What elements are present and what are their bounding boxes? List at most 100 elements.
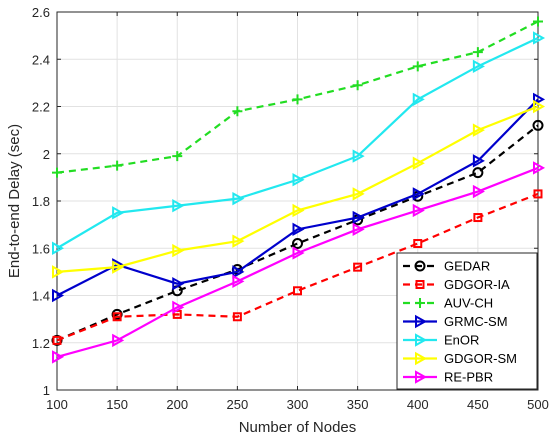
data-point-gdgor-ia <box>232 312 242 322</box>
y-tick-label: 1.8 <box>32 194 50 209</box>
axis-ticks: 100 150 200 250 300 350 400 450 500 1 1.2 1.4 1.6 1.8… <box>32 5 549 412</box>
series-auv-ch <box>52 16 543 178</box>
data-point-gdgor-ia <box>413 239 423 249</box>
legend-label-re-pbr: RE-PBR <box>444 370 493 385</box>
data-point-grmc-sm <box>352 210 365 225</box>
series-gdgor-ia <box>52 189 543 345</box>
data-point-enor <box>533 31 546 45</box>
legend-item-re-pbr: RE-PBR <box>403 370 493 385</box>
x-tick-label: 500 <box>527 397 549 412</box>
data-point-auv-ch <box>533 16 543 27</box>
legend-marker-auv-ch <box>415 298 425 308</box>
series-group <box>51 16 546 364</box>
legend-label-grmc-sm: GRMC-SM <box>444 314 508 329</box>
data-point-re-pbr <box>533 161 546 175</box>
x-tick-label: 200 <box>166 397 188 412</box>
legend-marker-enor <box>415 333 428 347</box>
legend-label-gdgor-ia: GDGOR-IA <box>444 277 510 292</box>
data-point-grmc-sm <box>52 288 65 303</box>
data-point-auv-ch <box>352 80 363 91</box>
x-tick-label: 350 <box>347 397 369 412</box>
data-point-re-pbr <box>472 184 485 199</box>
data-point-enor <box>112 206 125 220</box>
data-point-gdgor-ia <box>52 335 62 345</box>
legend-label-enor: EnOR <box>444 333 479 348</box>
data-point-enor <box>232 191 245 206</box>
data-point-enor <box>472 59 485 74</box>
data-point-gdgor-ia <box>473 213 483 223</box>
legend-marker-gedar <box>414 260 426 272</box>
legend-label-gdgor-sm: GDGOR-SM <box>444 351 517 366</box>
legend-item-auv-ch: AUV-CH <box>403 296 493 311</box>
x-tick-label: 250 <box>227 397 249 412</box>
legend-item-gdgor-ia: GDGOR-IA <box>403 277 510 292</box>
data-point-re-pbr <box>52 350 65 364</box>
x-axis-title: Number of Nodes <box>239 419 357 436</box>
legend-marker-re-pbr <box>415 370 428 384</box>
y-tick-label: 1.6 <box>32 241 50 256</box>
x-tick-label: 450 <box>467 397 489 412</box>
y-tick-label: 1.2 <box>32 336 50 351</box>
data-point-enor <box>412 92 425 107</box>
legend-marker-gdgor-ia <box>415 280 425 289</box>
series-line-grmc-sm <box>56 98 539 297</box>
y-tick-label: 2.4 <box>32 52 50 67</box>
data-point-re-pbr <box>352 222 365 237</box>
data-point-gdgor-sm <box>292 203 305 218</box>
data-point-auv-ch <box>112 160 123 171</box>
data-point-grmc-sm <box>412 187 425 201</box>
series-line-enor <box>56 36 539 250</box>
data-point-enor <box>52 241 65 255</box>
legend-item-enor: EnOR <box>403 333 479 348</box>
legend-item-gedar: GEDAR <box>403 259 490 274</box>
legend-marker-grmc-sm <box>415 314 428 329</box>
data-point-gdgor-sm <box>232 234 245 248</box>
legend-marker-gdgor-sm <box>415 351 428 366</box>
data-point-grmc-sm <box>172 276 185 291</box>
data-point-gdgor-ia <box>533 189 543 199</box>
data-point-enor <box>172 199 185 213</box>
data-point-re-pbr <box>112 333 125 348</box>
data-point-gdgor-sm <box>533 99 546 114</box>
series-line-gedar <box>56 124 539 342</box>
legend-item-gdgor-sm: GDGOR-SM <box>403 351 517 366</box>
x-tick-label: 400 <box>407 397 429 412</box>
data-point-re-pbr <box>412 203 425 218</box>
series-gdgor-sm <box>52 99 546 279</box>
legend: GEDAR GDGOR-IA AUV-CH GRMC-SM EnOR GDGOR-SM RE… <box>396 252 538 390</box>
data-point-auv-ch <box>412 61 423 72</box>
data-point-auv-ch <box>52 167 62 178</box>
series-line-gdgor-sm <box>56 105 539 273</box>
data-point-auv-ch <box>292 94 303 105</box>
x-tick-label: 150 <box>106 397 128 412</box>
y-tick-label: 1.4 <box>32 289 50 304</box>
y-tick-label: 2.6 <box>32 5 50 20</box>
data-point-gdgor-sm <box>112 260 125 274</box>
data-point-auv-ch <box>472 47 483 58</box>
series-re-pbr <box>52 161 546 364</box>
y-tick-label: 1 <box>43 383 50 398</box>
data-point-re-pbr <box>232 274 245 289</box>
data-point-grmc-sm <box>533 92 546 107</box>
y-tick-label: 2 <box>43 147 50 162</box>
data-point-re-pbr <box>172 300 185 315</box>
data-point-re-pbr <box>292 246 305 260</box>
y-axis-title: End-to-end Delay (sec) <box>6 124 23 278</box>
x-tick-label: 300 <box>287 397 309 412</box>
x-tick-label: 100 <box>46 397 68 412</box>
data-point-enor <box>292 173 305 187</box>
data-point-gdgor-ia <box>353 262 363 272</box>
data-point-gdgor-sm <box>172 243 185 258</box>
data-point-grmc-sm <box>292 222 305 237</box>
data-point-gdgor-ia <box>293 286 302 296</box>
data-point-grmc-sm <box>472 154 485 168</box>
data-point-gdgor-sm <box>472 123 485 137</box>
data-point-gdgor-sm <box>52 265 65 279</box>
legend-label-auv-ch: AUV-CH <box>444 296 493 311</box>
data-point-gdgor-sm <box>352 187 365 201</box>
legend-label-gedar: GEDAR <box>444 259 490 274</box>
data-point-enor <box>352 149 365 163</box>
data-point-gedar <box>532 119 544 131</box>
series-line-re-pbr <box>56 166 539 358</box>
